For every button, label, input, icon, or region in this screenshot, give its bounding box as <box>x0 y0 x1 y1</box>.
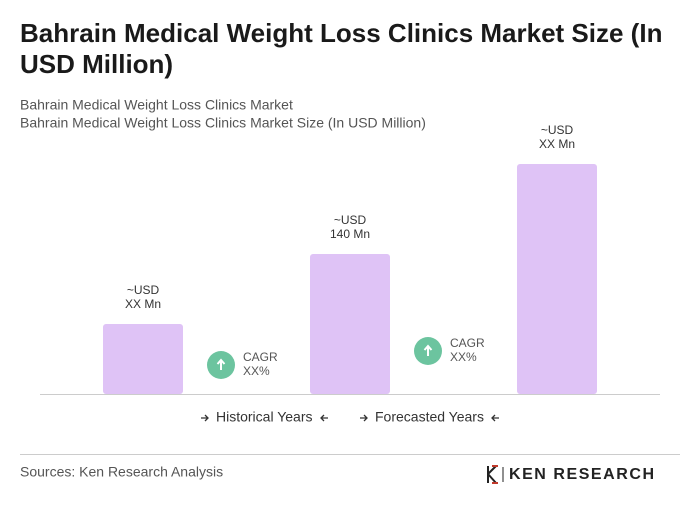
cagr-label: CAGR <box>243 350 278 364</box>
value-label: XX Mn <box>539 137 575 151</box>
cagr-label: CAGR <box>450 336 485 350</box>
value-label: 140 Mn <box>330 227 370 241</box>
chart-title: Bahrain Medical Weight Loss Clinics Mark… <box>20 18 663 79</box>
legend-label: Forecasted Years <box>375 409 484 425</box>
bar <box>310 254 390 394</box>
legend-label: Historical Years <box>216 409 313 425</box>
subtitle: Bahrain Medical Weight Loss Clinics Mark… <box>20 97 293 113</box>
legend-arrow <box>201 414 499 422</box>
value-label: ~USD <box>334 213 367 227</box>
bar <box>517 164 597 394</box>
source: Sources: Ken Research Analysis <box>20 464 223 480</box>
value-label: ~USD <box>127 283 160 297</box>
cagr-value: XX% <box>450 350 477 364</box>
cagr-value: XX% <box>243 364 270 378</box>
cagr-arrow <box>216 358 226 370</box>
logo-icon <box>487 465 498 484</box>
cagr-arrow <box>423 344 433 356</box>
bar <box>103 324 183 394</box>
value-label: ~USD <box>541 123 574 137</box>
value-label: XX Mn <box>125 297 161 311</box>
subtitle: Bahrain Medical Weight Loss Clinics Mark… <box>20 115 426 131</box>
brand: KEN RESEARCH <box>509 466 654 483</box>
